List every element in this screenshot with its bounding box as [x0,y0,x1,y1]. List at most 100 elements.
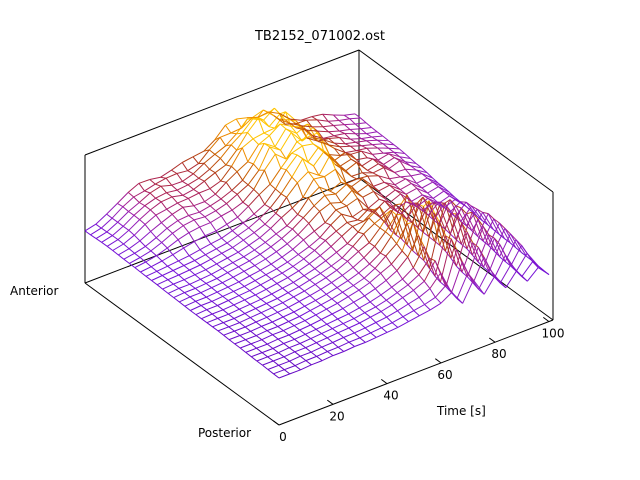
mesh-column-segment [321,346,328,352]
mesh-row-segment [270,217,282,229]
mesh-row-segment [324,168,336,178]
mesh-column-segment [401,250,409,258]
mesh-column-segment [316,119,324,128]
mesh-row-segment [198,188,211,194]
mesh-column-segment [418,296,425,305]
mesh-column-segment [333,125,340,132]
mesh-row-segment [183,260,195,266]
mesh-row-segment [342,266,354,276]
mesh-row-segment [308,210,320,224]
mesh-column-segment [199,226,206,236]
mesh-row-segment [283,351,296,358]
mesh-row-segment [397,321,409,328]
mesh-row-segment [405,168,417,171]
mesh-row-segment [347,272,359,282]
mesh-column-segment [319,255,327,262]
mesh-row-segment [276,261,288,270]
time-axis-tick [543,316,550,323]
mesh-row-segment [445,235,457,267]
mesh-row-segment [190,305,202,311]
mesh-row-segment [416,197,429,207]
mesh-row-segment [401,213,414,251]
mesh-column-segment [383,167,390,180]
mesh-row-segment [375,316,387,323]
mesh-column-segment [278,364,285,371]
mesh-row-segment [319,186,331,192]
mesh-column-segment [359,322,366,329]
mesh-column-segment [385,231,392,237]
mesh-column-segment [122,206,129,212]
mesh-column-segment [325,277,332,283]
mesh-row-segment [375,331,388,338]
mesh-column-segment [315,300,322,306]
mesh-row-segment [367,184,380,192]
mesh-row-segment [300,364,312,371]
mesh-row-segment [335,205,347,211]
mesh-row-segment [155,208,167,216]
mesh-column-segment [275,233,283,239]
mesh-column-segment [161,222,168,229]
mesh-row-segment [239,330,251,336]
mesh-column-segment [151,280,158,286]
mesh-row-segment [321,328,333,335]
mesh-row-segment [477,213,489,237]
mesh-row-segment [205,278,218,284]
mesh-row-segment [418,288,431,298]
mesh-row-segment [267,338,279,345]
mesh-row-segment [337,313,349,320]
mesh-column-segment [294,365,301,371]
mesh-column-segment [346,205,353,218]
mesh-column-segment [205,269,212,275]
mesh-row-segment [429,258,441,283]
mesh-column-segment [233,304,240,310]
mesh-row-segment [282,296,294,304]
mesh-column-segment [211,287,218,293]
mesh-row-segment [281,248,294,258]
mesh-column-segment [297,254,305,260]
mesh-row-segment [395,201,407,211]
mesh-row-segment [341,246,354,259]
mesh-column-segment [385,280,393,288]
mesh-row-segment [291,158,304,178]
mesh-column-segment [117,254,125,260]
mesh-row-segment [407,235,419,258]
mesh-column-segment [292,266,299,272]
mesh-column-segment [292,228,299,236]
mesh-row-segment [299,324,311,331]
mesh-row-segment [369,294,382,303]
mesh-column-segment [253,189,260,196]
mesh-column-segment [320,304,327,310]
mesh-row-segment [210,215,222,224]
mesh-column-segment [315,328,322,334]
mesh-row-segment [290,132,303,142]
mesh-row-segment [348,307,360,315]
mesh-row-segment [253,169,265,190]
mesh-column-segment [247,184,255,190]
mesh-row-segment [276,243,288,253]
mesh-row-segment [325,230,337,241]
mesh-column-segment [150,231,157,239]
mesh-column-segment [245,352,252,358]
mesh-column-segment [235,118,243,129]
mesh-column-segment [243,270,250,277]
mesh-column-segment [257,117,265,134]
mesh-row-segment [366,139,378,142]
mesh-column-segment [220,198,227,204]
mesh-row-segment [354,327,366,334]
mesh-row-segment [243,249,255,258]
mesh-row-segment [391,278,403,288]
mesh-column-segment [456,265,463,273]
mesh-row-segment [380,263,392,274]
mesh-column-segment [250,343,257,349]
mesh-column-segment [201,318,208,324]
mesh-row-segment [286,214,299,227]
mesh-column-segment [238,308,246,314]
mesh-column-segment [355,133,362,139]
mesh-row-segment [112,243,124,251]
mesh-column-segment [194,274,201,280]
mesh-column-segment [228,313,235,319]
mesh-row-segment [361,150,373,155]
mesh-column-segment [477,235,484,242]
mesh-row-segment [200,287,212,294]
mesh-column-segment [270,246,277,253]
